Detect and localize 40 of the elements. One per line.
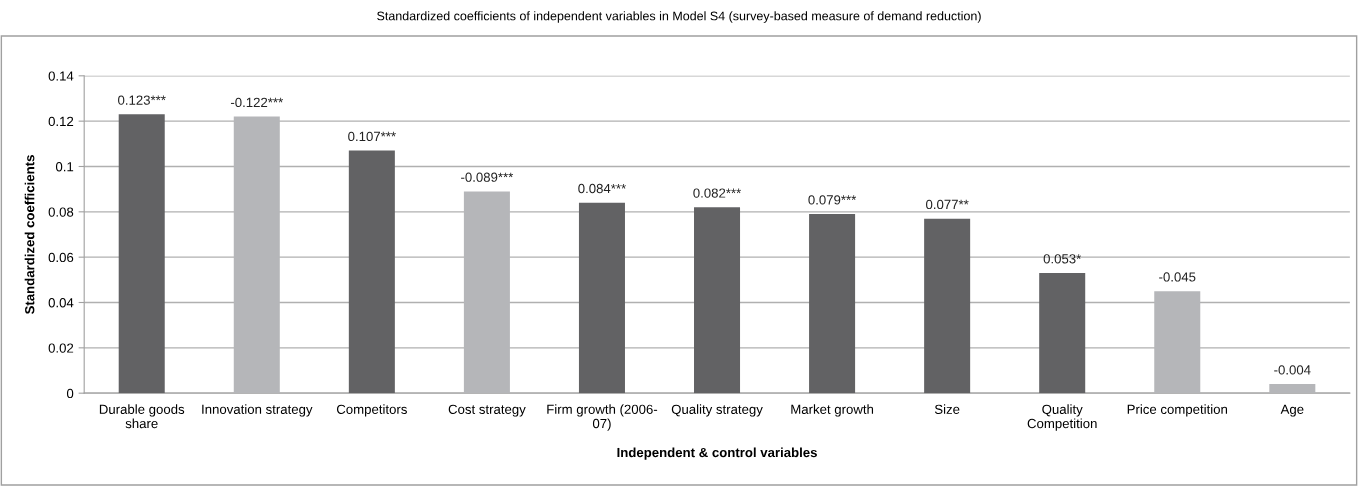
bar [578, 202, 625, 394]
y-tick-label: 0.1 [55, 162, 74, 172]
bar [809, 214, 856, 394]
annotation: 0.079*** [808, 195, 857, 205]
annotation: -0.045 [1159, 272, 1196, 282]
x-tick-label: Quality strategy [671, 404, 763, 417]
annotation: -0.122*** [230, 97, 283, 108]
bar [694, 207, 741, 394]
bar [118, 114, 165, 394]
x-tick-label: Firm growth (2006- 07) [547, 404, 658, 431]
annotation: -0.089*** [461, 172, 514, 182]
annotation: -0.004 [1274, 365, 1311, 375]
x-tick-label: Competitors [336, 404, 407, 417]
x-tick-label: Quality Competition [1027, 404, 1097, 431]
y-tick-label: 0.04 [48, 298, 74, 308]
y-tick-label: 0 [66, 388, 74, 399]
bar [1039, 273, 1086, 394]
x-tick-label: Market growth [791, 404, 874, 417]
y-tick-label: 0.14 [48, 71, 74, 81]
annotation: 0.107*** [348, 131, 396, 142]
x-tick-label: Cost strategy [448, 404, 526, 417]
x-tick-label: Durable goods share [99, 404, 185, 429]
annotation: 0.053* [1043, 254, 1082, 264]
bar [348, 150, 395, 394]
annotation: 0.123*** [118, 95, 166, 105]
x-tick-label: Price competition [1127, 404, 1228, 417]
x-tick-label: Size [934, 404, 960, 414]
annotation: 0.084*** [578, 183, 626, 194]
y-tick-label: 0.06 [48, 252, 74, 263]
y-axis-title: Standardized coefficients [24, 155, 35, 315]
annotation: 0.082*** [693, 188, 742, 198]
y-tick-label: 0.02 [48, 343, 74, 353]
y-tick-label: 0.12 [48, 116, 74, 127]
annotation: 0.077** [926, 199, 969, 210]
chart-title: Standardized coefficients of independent variables in Model S4 (survey-based measure of demand reduction) [377, 11, 981, 23]
y-tick-label: 0.08 [48, 207, 74, 217]
bar [924, 218, 971, 394]
x-axis-title: Independent & control variables [617, 447, 817, 460]
x-tick-label: Age [1280, 404, 1304, 417]
x-tick-label: Innovation strategy [202, 404, 313, 417]
